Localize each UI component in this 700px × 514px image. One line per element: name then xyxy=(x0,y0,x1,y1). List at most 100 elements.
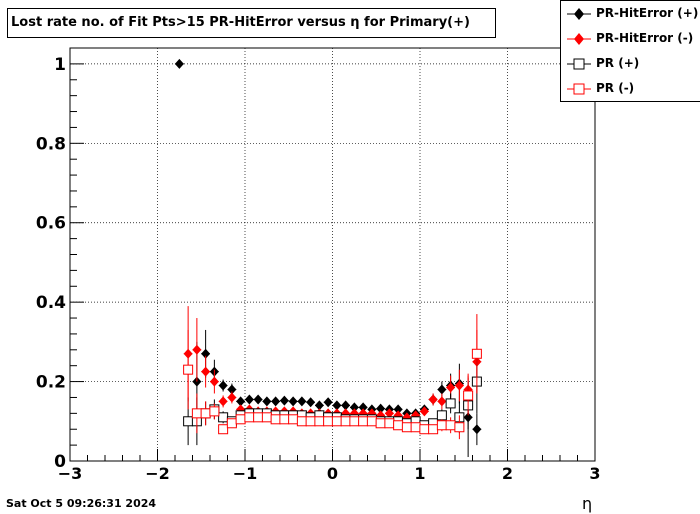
legend-label: PR (-) xyxy=(596,81,635,95)
data-point xyxy=(376,403,386,414)
data-point xyxy=(192,344,202,355)
axes: −3 −2 −1 0 1 2 3 0 0.2 0.4 0.6 0.8 1 xyxy=(36,47,601,483)
x-tick-label: −1 xyxy=(233,464,258,483)
data-point xyxy=(340,416,351,427)
data-point xyxy=(226,418,237,429)
x-axis-title: η xyxy=(582,494,593,513)
data-point xyxy=(428,394,438,405)
data-point xyxy=(236,396,246,407)
x-tick-label: 1 xyxy=(414,464,425,483)
x-tick-label: 2 xyxy=(502,464,513,483)
data-point xyxy=(437,384,447,395)
y-tick-label: 0 xyxy=(54,452,66,472)
data-point xyxy=(262,396,272,407)
data-point xyxy=(261,412,272,423)
data-point xyxy=(183,364,194,375)
data-point xyxy=(428,424,439,435)
data-point xyxy=(419,406,429,417)
data-point xyxy=(393,420,404,431)
data-point xyxy=(401,422,412,433)
data-point xyxy=(445,420,456,431)
data-point xyxy=(279,395,289,406)
data-point xyxy=(314,416,325,427)
data-point xyxy=(218,412,229,423)
chart-title: Lost rate no. of Fit Pts>15 PR-HitError … xyxy=(7,8,496,38)
x-tick-label: 3 xyxy=(589,464,600,483)
data-point xyxy=(436,410,447,421)
data-point xyxy=(410,422,421,433)
data-point xyxy=(471,348,482,359)
y-tick-label: 0.8 xyxy=(36,134,66,154)
data-point xyxy=(297,396,307,407)
data-point xyxy=(191,408,202,419)
legend-label: PR (+) xyxy=(596,56,640,70)
legend-item-pr-plus: PR (+) xyxy=(561,53,700,75)
data-point xyxy=(463,390,474,401)
legend-label: PR-HitError (+) xyxy=(596,6,699,20)
y-tick-label: 1 xyxy=(54,55,66,75)
data-point xyxy=(305,416,316,427)
data-point xyxy=(358,416,369,427)
data-point xyxy=(183,416,194,427)
data-point xyxy=(253,412,264,423)
timestamp: Sat Oct 5 09:26:31 2024 xyxy=(6,497,157,510)
data-point xyxy=(314,400,324,411)
x-tick-label: −2 xyxy=(145,464,170,483)
data-point xyxy=(349,416,360,427)
series-2 xyxy=(183,306,482,423)
data-point xyxy=(331,416,342,427)
data-point xyxy=(244,412,255,423)
data-point xyxy=(332,400,342,411)
data-point xyxy=(201,366,211,377)
data-point xyxy=(446,382,456,393)
data-point xyxy=(209,376,219,387)
data-point xyxy=(253,394,263,405)
data-point xyxy=(218,380,228,391)
data-point xyxy=(209,406,220,417)
data-point xyxy=(445,398,456,409)
data-point xyxy=(436,420,447,431)
legend-label: PR-HitError (-) xyxy=(596,31,694,45)
x-tick-label: 0 xyxy=(327,464,338,483)
data-point xyxy=(288,396,298,407)
data-point xyxy=(419,424,430,435)
grid xyxy=(69,48,596,462)
data-point xyxy=(296,416,307,427)
data-point xyxy=(174,58,184,69)
data-point xyxy=(244,394,254,405)
data-point xyxy=(201,348,211,359)
data-point xyxy=(375,418,386,429)
open-square-marker-icon xyxy=(567,83,591,95)
legend-item-pr-hiterror-plus: PR-HitError (+) xyxy=(561,3,700,25)
data-point xyxy=(270,414,281,425)
data-point xyxy=(279,414,290,425)
data-point xyxy=(218,424,229,435)
data-point xyxy=(437,396,447,407)
data-point xyxy=(349,402,359,413)
data-point xyxy=(218,396,228,407)
data-point xyxy=(358,402,368,413)
data-point xyxy=(384,418,395,429)
data-point xyxy=(341,400,351,411)
y-tick-label: 0.4 xyxy=(36,293,66,313)
series-4 xyxy=(183,314,482,440)
data-point xyxy=(323,397,333,408)
legend-item-pr-minus: PR (-) xyxy=(561,78,700,100)
data-point xyxy=(306,397,316,408)
data-point xyxy=(323,416,334,427)
x-tick-label: −3 xyxy=(58,464,83,483)
y-tick-label: 0.6 xyxy=(36,214,66,234)
data-point xyxy=(235,414,246,425)
data-point xyxy=(200,408,211,419)
filled-diamond-marker-icon xyxy=(567,8,591,20)
data-point xyxy=(366,416,377,427)
data-marks xyxy=(174,58,482,458)
open-square-marker-icon xyxy=(567,58,591,70)
data-point xyxy=(227,392,237,403)
filled-diamond-marker-icon xyxy=(567,33,591,45)
data-point xyxy=(454,380,464,391)
legend: PR-HitError (+) PR-HitError (-) PR (+) P… xyxy=(560,0,700,102)
y-tick-label: 0.2 xyxy=(36,373,66,393)
legend-item-pr-hiterror-minus: PR-HitError (-) xyxy=(561,28,700,50)
